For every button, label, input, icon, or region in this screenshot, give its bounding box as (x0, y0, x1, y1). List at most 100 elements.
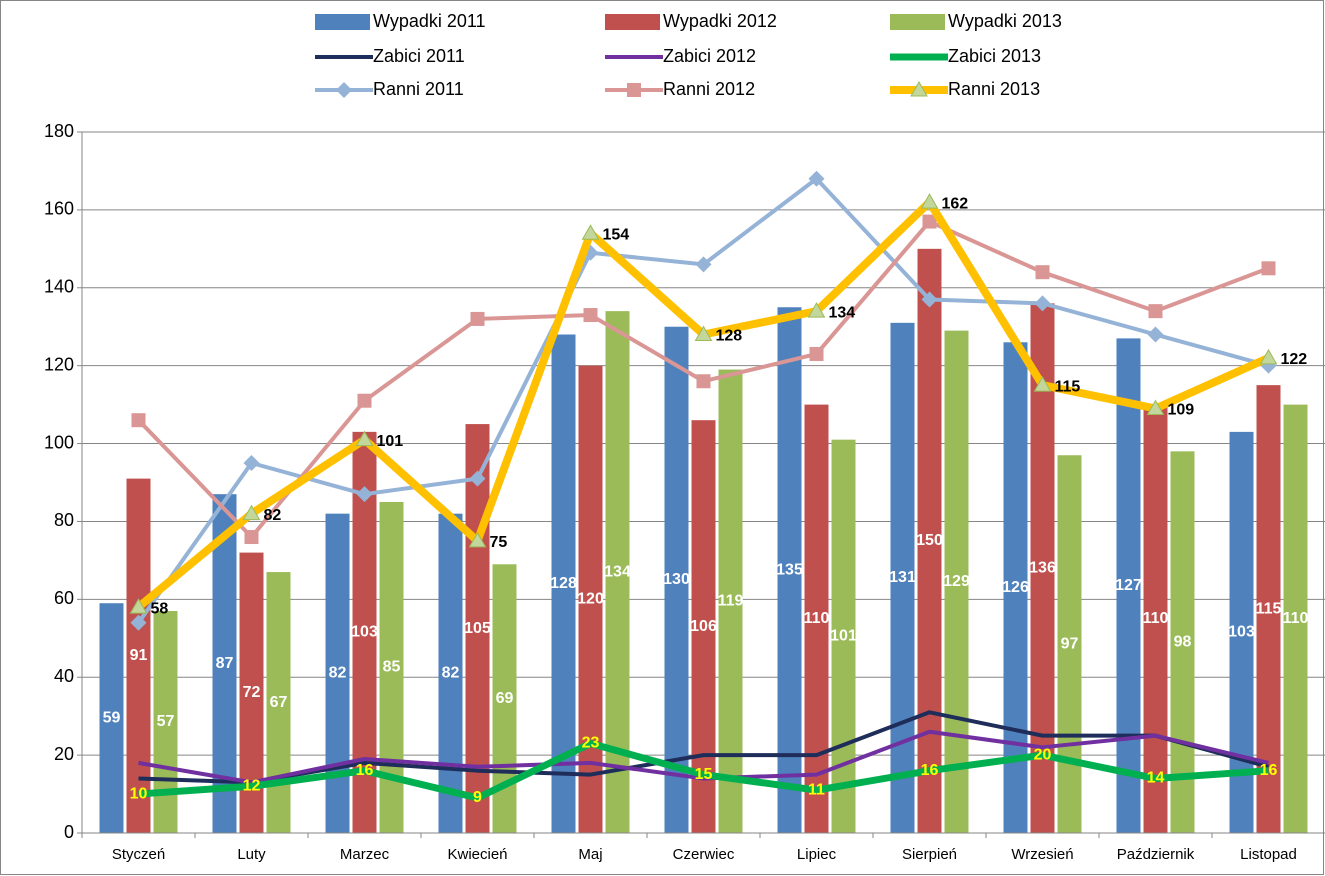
line-label: 162 (942, 195, 969, 212)
bar-label: 127 (1115, 577, 1142, 594)
bar-label: 103 (1228, 624, 1255, 641)
marker (809, 346, 824, 361)
marker (583, 308, 598, 323)
y-tick-label: 120 (44, 354, 74, 374)
marker (356, 486, 373, 503)
x-tick-label: Styczeń (112, 846, 165, 863)
marker (807, 302, 826, 318)
bar-label: 135 (776, 561, 803, 578)
x-tick-label: Listopad (1240, 846, 1297, 863)
bar-label: 103 (351, 624, 378, 641)
bar-label: 69 (496, 690, 514, 707)
bar (325, 513, 350, 833)
legend-text: Zabici 2012 (663, 46, 756, 66)
line-label: 134 (829, 304, 856, 321)
bar-label: 131 (889, 569, 916, 586)
bar-label: 130 (663, 571, 690, 588)
bar (1116, 338, 1141, 833)
marker (1035, 265, 1050, 280)
bar-label: 128 (550, 575, 577, 592)
bar-label: 59 (103, 709, 121, 726)
bar-label: 110 (1283, 610, 1309, 627)
bar (944, 330, 969, 833)
bar-label: 82 (329, 665, 347, 682)
x-tick-label: Marzec (340, 846, 390, 863)
bar (691, 420, 716, 833)
marker (243, 455, 260, 472)
bar (578, 365, 603, 833)
bar (1283, 404, 1308, 833)
marker (242, 504, 261, 521)
y-tick-label: 80 (54, 510, 74, 530)
legend-entry: Wypadki 2011 (315, 11, 486, 31)
line (138, 710, 1270, 785)
x-tick-label: Czerwiec (673, 846, 735, 863)
bar-label: 87 (216, 655, 234, 672)
legend-entry: Ranni 2012 (605, 79, 755, 99)
marker (130, 614, 147, 631)
marker (581, 224, 600, 240)
legend-text: Zabici 2011 (373, 46, 465, 66)
line-label: 11 (808, 781, 825, 798)
bar-label: 72 (243, 684, 261, 701)
legend-text: Ranni 2012 (663, 79, 755, 99)
line-label: 16 (356, 762, 374, 779)
line-label: 12 (243, 777, 261, 794)
marker (1146, 399, 1165, 416)
x-tick-label: Luty (237, 846, 266, 863)
marker (1033, 376, 1052, 392)
line-label: 109 (1168, 402, 1195, 419)
bar-label: 97 (1061, 635, 1079, 652)
bar (126, 478, 151, 833)
marker (695, 256, 712, 273)
bar-label: 126 (1002, 579, 1029, 596)
line-label: 16 (1260, 762, 1278, 779)
marker (627, 83, 641, 97)
marker (469, 470, 486, 487)
marker (920, 193, 939, 209)
x-tick-label: Lipiec (797, 846, 837, 863)
line-label: 23 (582, 735, 600, 752)
legend-text: Ranni 2011 (373, 79, 464, 99)
bar (777, 307, 802, 833)
marker (808, 170, 825, 187)
bar-label: 82 (442, 665, 460, 682)
legend-swatch (605, 14, 660, 30)
marker (922, 214, 937, 229)
bar (1057, 455, 1082, 833)
legend-entry: Zabici 2013 (890, 46, 1041, 66)
x-tick-label: Październik (1117, 846, 1195, 863)
bar-label: 129 (943, 573, 970, 590)
legend-text: Wypadki 2011 (373, 11, 486, 31)
marker (244, 530, 259, 545)
legend-entry: Wypadki 2013 (890, 11, 1062, 31)
marker (694, 325, 713, 342)
bar (664, 326, 689, 833)
marker (355, 430, 374, 447)
marker (357, 393, 372, 408)
y-tick-label: 180 (44, 121, 74, 141)
bar-label: 98 (1174, 633, 1192, 650)
marker (921, 291, 938, 308)
legend-text: Wypadki 2013 (948, 11, 1062, 31)
marker (1261, 261, 1276, 276)
marker (910, 80, 928, 97)
line-label: 10 (130, 785, 148, 802)
line (138, 739, 1269, 802)
x-tick-label: Sierpień (902, 846, 957, 863)
marker (336, 82, 352, 98)
bar (1170, 451, 1195, 833)
y-tick-label: 100 (44, 432, 74, 452)
marker (468, 531, 487, 548)
bar-label: 91 (130, 647, 148, 664)
line-label: 15 (695, 766, 713, 783)
line-label: 101 (377, 433, 404, 450)
bar-label: 105 (464, 620, 491, 637)
legend-entry: Ranni 2013 (890, 79, 1040, 99)
legend-swatch (315, 14, 370, 30)
bar (890, 322, 915, 833)
legend-swatch (890, 14, 945, 30)
legend-text: Zabici 2013 (948, 46, 1041, 66)
y-tick-label: 140 (44, 277, 74, 297)
